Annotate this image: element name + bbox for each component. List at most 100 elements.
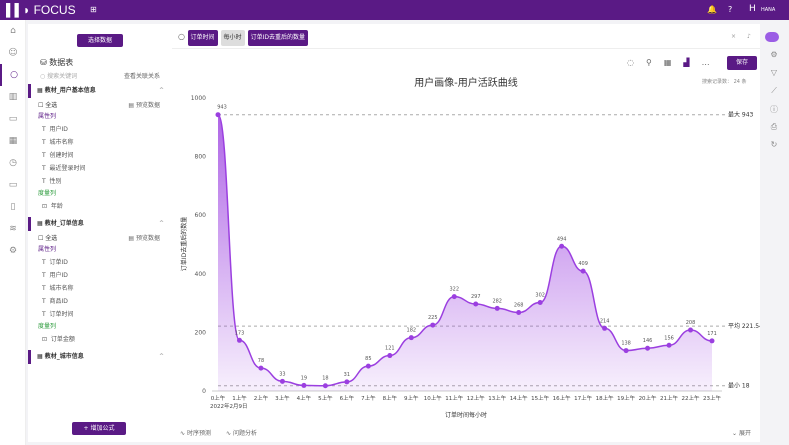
home-icon[interactable]: ⌂ xyxy=(10,26,16,36)
column-item[interactable]: ⊡ 订单金额 xyxy=(42,336,75,343)
column-item[interactable]: T 用户ID xyxy=(42,126,68,133)
new-tab-icon[interactable]: ⊞ xyxy=(90,5,97,14)
bot-icon[interactable]: ☺ xyxy=(8,48,18,58)
database-icon[interactable]: ≋ xyxy=(9,224,17,234)
expand-button[interactable]: ⌄ 展开 xyxy=(732,430,751,437)
data-point xyxy=(236,337,242,343)
add-formula-button[interactable]: + 增加公式 xyxy=(72,422,126,435)
data-point xyxy=(408,335,414,341)
filter-icon[interactable]: ▽ xyxy=(770,68,778,77)
analysis-button[interactable]: ∿ 问题分析 xyxy=(226,430,257,437)
column-item[interactable]: T 最近登录时间 xyxy=(42,165,86,172)
clear-icon[interactable]: × xyxy=(731,33,737,40)
x-tick-label: 21上午 xyxy=(660,394,678,402)
y-tick-label: 800 xyxy=(195,154,207,161)
search-icon[interactable]: ○ xyxy=(0,64,26,86)
data-label: 214 xyxy=(600,318,610,324)
help-icon[interactable]: ? xyxy=(728,5,733,14)
table-search-input[interactable]: ○ 搜索关键词 xyxy=(40,73,78,80)
x-axis-title: 订单时间每小时 xyxy=(445,411,487,419)
trend-icon[interactable]: ⟋ xyxy=(771,86,777,95)
column-item[interactable]: ⊡ 年龄 xyxy=(42,203,63,210)
comment-icon[interactable]: ◌ xyxy=(627,58,634,67)
table-header[interactable]: ▦ 教材_城市信息 ^ xyxy=(28,350,172,364)
board-icon[interactable]: ▭ xyxy=(8,114,18,124)
chart-icon[interactable]: ▥ xyxy=(8,92,18,102)
x-tick-label: 9上午 xyxy=(404,394,419,402)
data-label: 121 xyxy=(385,346,395,352)
y-tick-label: 0 xyxy=(202,388,206,395)
column-item[interactable]: T 商品ID xyxy=(42,298,68,305)
data-label: 494 xyxy=(557,236,567,242)
data-label: 182 xyxy=(407,328,417,334)
x-tick-label: 7上午 xyxy=(361,394,376,402)
column-item[interactable]: T 订单时间 xyxy=(42,311,74,318)
data-point xyxy=(709,338,715,344)
data-point xyxy=(322,383,328,389)
y-tick-label: 200 xyxy=(195,329,207,336)
export-icon[interactable]: ⎙ xyxy=(770,122,778,131)
table-header[interactable]: ▦ 教材_用户基本信息 ^ xyxy=(28,84,172,98)
table-icon[interactable]: ▦ xyxy=(8,136,18,146)
info-icon[interactable]: ⓘ xyxy=(770,105,778,114)
search-bar[interactable]: ○ 订单时间 每小时 订单ID去重后的数量 × ♪ xyxy=(178,30,758,46)
data-label: 322 xyxy=(449,287,459,293)
search-token[interactable]: 订单ID去重后的数量 xyxy=(247,30,308,46)
more-icon[interactable]: … xyxy=(701,58,710,67)
column-item[interactable]: T 城市名称 xyxy=(42,285,74,292)
forecast-button[interactable]: ∿ 时序预测 xyxy=(180,430,211,437)
column-item[interactable]: T 性别 xyxy=(42,178,62,185)
chart-view-icon[interactable]: ▟ xyxy=(683,58,690,67)
folder-icon[interactable]: ▭ xyxy=(8,180,18,190)
record-count: 搜索记录数： 24 条 xyxy=(702,79,747,85)
table-header[interactable]: ▦ 教材_订单信息 ^ xyxy=(28,217,172,231)
data-point xyxy=(451,294,457,300)
select-data-button[interactable]: 选择数据 xyxy=(77,34,123,47)
refresh-icon[interactable]: ↻ xyxy=(770,140,778,149)
notification-icon[interactable]: 🔔 xyxy=(707,5,717,14)
search-token[interactable]: 订单时间 xyxy=(187,30,218,46)
x-tick-label: 5上午 xyxy=(318,394,333,402)
data-point xyxy=(559,243,565,249)
data-label: 171 xyxy=(707,331,717,337)
x-tick-label: 17上午 xyxy=(574,394,592,402)
user-name[interactable]: HANA xyxy=(761,7,776,13)
data-label: 208 xyxy=(686,320,696,326)
x-tick-label: 22上午 xyxy=(682,394,700,402)
x-tick-label: 0上午 xyxy=(211,394,226,402)
data-label: 138 xyxy=(621,341,631,347)
data-label: 225 xyxy=(428,315,438,321)
clipboard-icon[interactable]: ▯ xyxy=(10,202,16,212)
pin-icon[interactable]: ⚲ xyxy=(645,58,652,67)
attr-category: 属性列 xyxy=(38,113,57,120)
x-tick-label: 11上午 xyxy=(445,394,463,402)
x-tick-label: 8上午 xyxy=(383,394,398,402)
column-item[interactable]: T 城市名称 xyxy=(42,139,74,146)
column-item[interactable]: T 用户ID xyxy=(42,272,68,279)
select-all-checkbox[interactable]: ☐ 全选 xyxy=(38,102,58,109)
mic-icon[interactable]: ♪ xyxy=(747,33,751,40)
data-point xyxy=(430,322,436,328)
table-view-icon[interactable]: ▦ xyxy=(663,58,672,67)
x-tick-label: 23上午 xyxy=(703,394,721,402)
assistant-icon[interactable] xyxy=(765,32,779,42)
chart-title: 用户画像-用户活跃曲线 xyxy=(414,76,518,89)
y-tick-label: 1000 xyxy=(191,95,206,102)
save-button[interactable]: 保存 xyxy=(727,56,757,70)
clock-icon[interactable]: ◷ xyxy=(9,158,17,168)
column-item[interactable]: T 创建时间 xyxy=(42,152,74,159)
data-point xyxy=(666,342,672,348)
y-axis-title: 订单ID去重后的数量 xyxy=(180,217,188,271)
settings-icon[interactable]: ⚙ xyxy=(770,50,778,59)
search-token[interactable]: 每小时 xyxy=(220,30,245,46)
preview-data-link[interactable]: ▤ 预览数据 xyxy=(128,102,160,109)
data-label: 156 xyxy=(664,335,674,341)
select-all-checkbox[interactable]: ☐ 全选 xyxy=(38,235,58,242)
x-tick-label: 14上午 xyxy=(510,394,528,402)
avatar[interactable]: H xyxy=(749,4,756,14)
settings-icon[interactable]: ⚙ xyxy=(8,246,18,256)
view-relations-link[interactable]: 查看关联关系 xyxy=(123,73,160,80)
data-label: 146 xyxy=(643,338,653,344)
preview-data-link[interactable]: ▤ 预览数据 xyxy=(128,235,160,242)
column-item[interactable]: T 订单ID xyxy=(42,259,68,266)
